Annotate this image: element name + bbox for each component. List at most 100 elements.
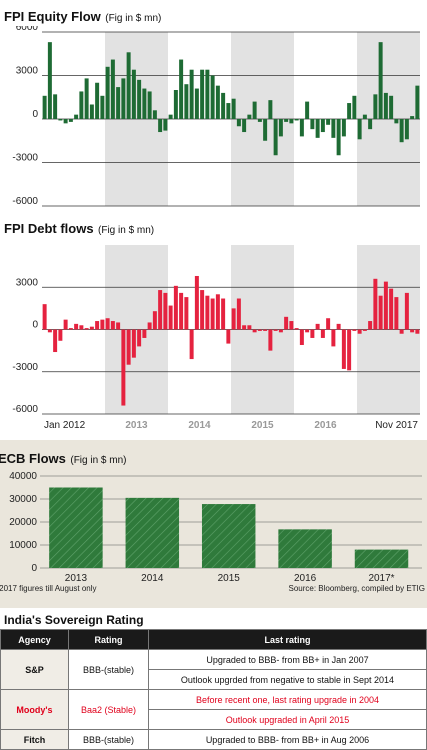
equity-bar: [394, 119, 399, 124]
debt-bar: [142, 329, 147, 338]
ecb-category-label: 2017*: [368, 573, 394, 584]
debt-bar: [184, 297, 189, 330]
equity-tick-label: -3000: [12, 153, 38, 164]
debt-bar: [310, 329, 315, 338]
equity-bar: [257, 119, 262, 122]
debt-bar: [179, 292, 184, 330]
equity-bar: [168, 114, 173, 119]
debt-bar: [268, 329, 273, 351]
equity-bar: [158, 119, 163, 133]
ecb-tick-label: 10000: [9, 540, 37, 551]
debt-bar: [242, 325, 247, 330]
table-row: Outlook upgraded in April 2015: [1, 709, 427, 730]
debt-bar: [247, 325, 252, 330]
equity-bar: [373, 94, 378, 119]
rating-cell: BBB-(stable): [68, 649, 149, 690]
debt-bar: [215, 294, 220, 330]
equity-bar: [126, 52, 131, 119]
debt-bar: [74, 323, 79, 330]
sovereign-rating-section: India's Sovereign Rating Agency Rating L…: [0, 610, 427, 750]
note-cell: Upgraded to BBB- from BB+ in Aug 2006: [148, 729, 427, 750]
equity-bar: [221, 92, 226, 119]
equity-bar: [58, 119, 63, 121]
debt-year-label: Nov 2017: [375, 420, 418, 431]
equity-header: FPI Equity Flow (Fig in $ mn): [4, 8, 161, 26]
ecb-category-label: 2013: [65, 573, 88, 584]
debt-bar: [284, 316, 289, 330]
debt-bar: [137, 329, 142, 347]
debt-year-label: Jan 2012: [44, 420, 86, 431]
debt-bar: [352, 329, 357, 331]
equity-bar: [236, 119, 241, 127]
rating-table: Agency Rating Last rating S&P BBB-(stabl…: [0, 629, 427, 750]
table-row: Moody's Baa2 (Stable) Before recent one,…: [0, 689, 427, 730]
debt-bar: [399, 329, 404, 334]
debt-bar: [53, 329, 58, 353]
debt-bar: [121, 329, 126, 406]
equity-bar: [42, 95, 47, 119]
ecb-bar: [201, 504, 256, 568]
debt-year-label: 2013: [125, 420, 148, 431]
debt-bar: [394, 297, 399, 330]
equity-tick-label: 3000: [16, 66, 39, 77]
debt-bar: [305, 329, 310, 333]
equity-bar: [163, 119, 168, 131]
equity-bar: [142, 88, 147, 119]
agency-cell: Fitch: [0, 729, 69, 750]
equity-bar: [336, 119, 341, 156]
equity-bar: [242, 119, 247, 133]
equity-bar: [289, 119, 294, 124]
equity-bar: [368, 119, 373, 130]
debt-bar: [289, 321, 294, 330]
table-row: Fitch BBB-(stable) Upgraded to BBB- from…: [0, 729, 427, 750]
equity-bar: [247, 114, 252, 119]
agency-cell: Moody's: [0, 689, 69, 730]
equity-bar: [278, 119, 283, 137]
debt-bar: [47, 329, 52, 333]
ecb-title: ECB Flows: [0, 451, 66, 466]
equity-bar: [294, 119, 299, 121]
equity-bar: [89, 104, 94, 119]
debt-bar: [294, 328, 299, 330]
debt-header: FPI Debt flows (Fig in $ mn): [4, 220, 154, 238]
debt-bar: [410, 329, 415, 333]
debt-bar: [42, 304, 47, 330]
rating-title: India's Sovereign Rating: [4, 613, 144, 627]
rating-cell: Baa2 (Stable): [68, 689, 149, 730]
debt-bar: [189, 329, 194, 360]
equity-bar: [315, 119, 320, 138]
debt-bar: [89, 326, 94, 330]
debt-year-label: 2016: [314, 420, 337, 431]
debt-bar: [331, 329, 336, 347]
equity-bar: [362, 114, 367, 119]
equity-bar: [215, 85, 220, 119]
ecb-footnote: *2017 figures till August only: [0, 584, 97, 593]
debt-bar: [378, 295, 383, 330]
debt-bar: [383, 281, 388, 330]
debt-tick-label: -3000: [12, 362, 38, 373]
ecb-source: Source: Bloomberg, compiled by ETIG: [288, 584, 425, 593]
debt-bar: [404, 292, 409, 330]
debt-bar: [263, 329, 268, 331]
equity-bar: [147, 91, 152, 119]
debt-bar: [147, 322, 152, 330]
ecb-category-label: 2014: [141, 573, 164, 584]
debt-bar: [336, 323, 341, 330]
equity-bar: [268, 100, 273, 119]
equity-bar: [331, 119, 336, 138]
ecb-header: ECB Flows (Fig in $ mn): [0, 450, 126, 468]
ecb-panel: ECB Flows (Fig in $ mn) 40000 30000 20000 1…: [0, 440, 427, 608]
equity-bar: [305, 101, 310, 119]
debt-bar: [205, 295, 210, 330]
equity-bar: [173, 90, 178, 119]
equity-unit: (Fig in $ mn): [105, 13, 162, 24]
note-cell: Upgraded to BBB- from BB+ in Jan 2007: [148, 649, 427, 670]
debt-chart: 3000 0 -3000 -6000 Jan 2012 2013 2014 2015 2016 N…: [12, 245, 420, 431]
ecb-bar: [125, 497, 180, 568]
debt-bar: [273, 329, 278, 331]
ecb-bar: [354, 549, 409, 568]
agency-cell: S&P: [0, 649, 69, 690]
debt-bar: [131, 329, 136, 358]
ecb-tick-label: 30000: [9, 494, 37, 505]
equity-bar: [205, 69, 210, 119]
